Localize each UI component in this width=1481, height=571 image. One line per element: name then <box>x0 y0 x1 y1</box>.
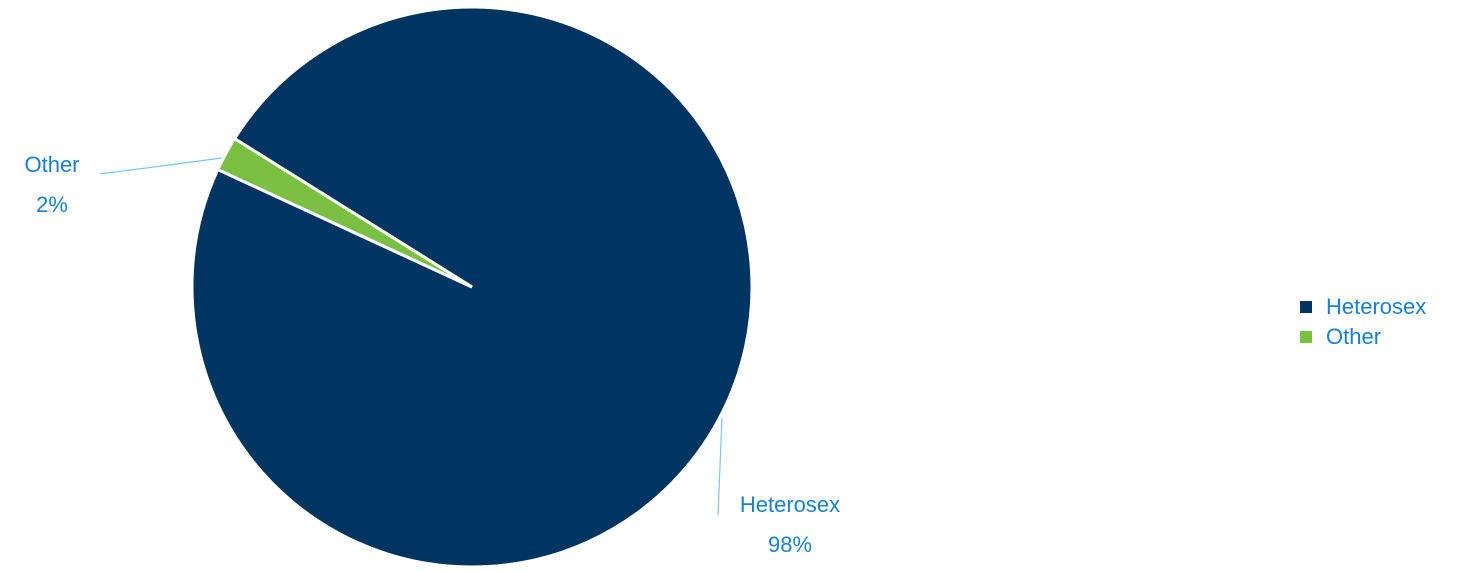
data-label-value-other: 2% <box>36 192 68 217</box>
data-label-name-heterosex: Heterosex <box>740 492 840 517</box>
leader-line-other <box>99 157 223 175</box>
legend-swatch-heterosex <box>1300 301 1312 313</box>
data-label-name-other: Other <box>24 152 79 177</box>
legend-item-other: Other <box>1300 322 1426 352</box>
pie-slice-other <box>215 136 473 289</box>
legend-label-other: Other <box>1326 324 1382 349</box>
legend-item-heterosex: Heterosex <box>1300 292 1426 322</box>
legend-label-heterosex: Heterosex <box>1326 294 1427 319</box>
legend-swatch-other <box>1300 331 1312 343</box>
leader-line-heterosex <box>717 417 723 516</box>
chart-legend: Heterosex Other <box>1300 292 1426 352</box>
data-label-value-heterosex: 98% <box>768 532 812 557</box>
